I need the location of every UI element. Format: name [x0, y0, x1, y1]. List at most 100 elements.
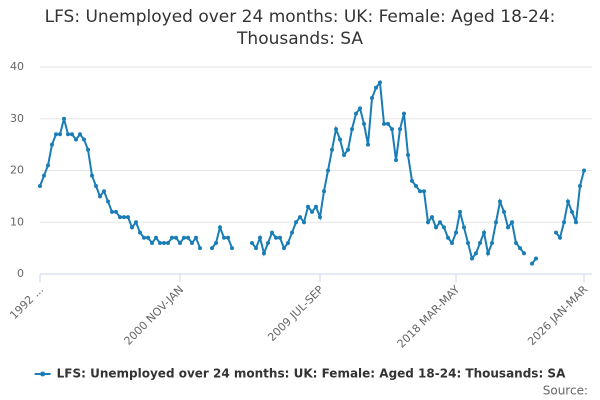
data-point: [406, 152, 410, 157]
data-point: [558, 235, 562, 240]
data-point: [358, 106, 362, 111]
data-point: [382, 121, 386, 126]
x-tick-label: 2000 NOV-JAN: [122, 283, 187, 348]
data-point: [110, 209, 114, 214]
data-point: [514, 240, 518, 245]
data-point: [250, 240, 254, 245]
data-point: [562, 220, 566, 225]
data-point: [90, 173, 94, 178]
data-point: [370, 96, 374, 101]
data-point: [298, 215, 302, 220]
y-tick-label: 40: [10, 60, 24, 73]
y-tick-label: 10: [10, 215, 24, 228]
data-point: [530, 261, 534, 266]
data-point: [166, 240, 170, 245]
data-point: [126, 215, 130, 220]
data-point: [350, 127, 354, 132]
data-point: [118, 215, 122, 220]
data-point: [462, 225, 466, 230]
data-point: [46, 163, 50, 168]
data-point: [186, 235, 190, 240]
data-point: [378, 80, 382, 85]
data-point: [570, 209, 574, 214]
x-tick-label: 2026 JAN-MAR: [525, 283, 590, 348]
data-point: [70, 132, 74, 137]
data-point: [326, 168, 330, 173]
data-point: [402, 111, 406, 116]
data-point: [554, 230, 558, 235]
data-point: [418, 189, 422, 194]
data-point: [458, 209, 462, 214]
data-point: [154, 235, 158, 240]
data-point: [470, 256, 474, 261]
data-point: [62, 116, 66, 121]
data-point: [290, 230, 294, 235]
data-point: [302, 220, 306, 225]
y-tick-label: 0: [17, 267, 24, 280]
data-point: [478, 240, 482, 245]
data-point: [150, 240, 154, 245]
x-tick-label: 1992 ...: [7, 283, 46, 322]
data-point: [310, 209, 314, 214]
y-tick-label: 30: [10, 112, 24, 125]
data-point: [170, 235, 174, 240]
data-point: [286, 240, 290, 245]
data-point: [518, 246, 522, 251]
series-line: [39, 118, 201, 249]
data-point: [158, 240, 162, 245]
data-point: [82, 137, 86, 142]
source-label: Source:: [543, 384, 588, 398]
data-point: [102, 189, 106, 194]
data-point: [142, 235, 146, 240]
data-point: [334, 127, 338, 132]
data-point: [122, 215, 126, 220]
data-point: [98, 194, 102, 199]
data-point: [86, 147, 90, 152]
data-point: [230, 246, 234, 251]
data-point: [262, 251, 266, 256]
data-point: [386, 121, 390, 126]
data-point: [566, 199, 570, 204]
data-point: [362, 121, 366, 126]
data-point: [506, 225, 510, 230]
data-point: [318, 215, 322, 220]
data-point: [38, 184, 42, 189]
data-point: [422, 189, 426, 194]
data-point: [42, 173, 46, 178]
data-point: [534, 256, 538, 261]
data-point: [502, 209, 506, 214]
data-point: [482, 230, 486, 235]
series-line: [555, 170, 585, 241]
data-point: [294, 220, 298, 225]
data-point: [390, 127, 394, 132]
data-point: [54, 132, 58, 137]
legend-marker: [40, 371, 46, 377]
data-point: [214, 240, 218, 245]
data-point: [314, 204, 318, 209]
data-point: [410, 178, 414, 183]
data-point: [138, 230, 142, 235]
data-point: [222, 235, 226, 240]
x-tick-label: 2009 JUL-SEP: [265, 283, 326, 344]
data-point: [430, 215, 434, 220]
data-point: [190, 240, 194, 245]
data-point: [474, 251, 478, 256]
x-tick-label: 2018 MAR-MAY: [395, 283, 463, 351]
data-point: [258, 235, 262, 240]
data-point: [450, 240, 454, 245]
data-point: [66, 132, 70, 137]
data-point: [446, 235, 450, 240]
data-point: [94, 184, 98, 189]
data-point: [338, 137, 342, 142]
data-point: [490, 240, 494, 245]
data-point: [218, 225, 222, 230]
data-point: [114, 209, 118, 214]
data-point: [266, 240, 270, 245]
data-point: [582, 168, 586, 173]
data-point: [578, 184, 582, 189]
data-point: [178, 240, 182, 245]
data-point: [498, 199, 502, 204]
data-point: [254, 246, 258, 251]
data-point: [330, 147, 334, 152]
